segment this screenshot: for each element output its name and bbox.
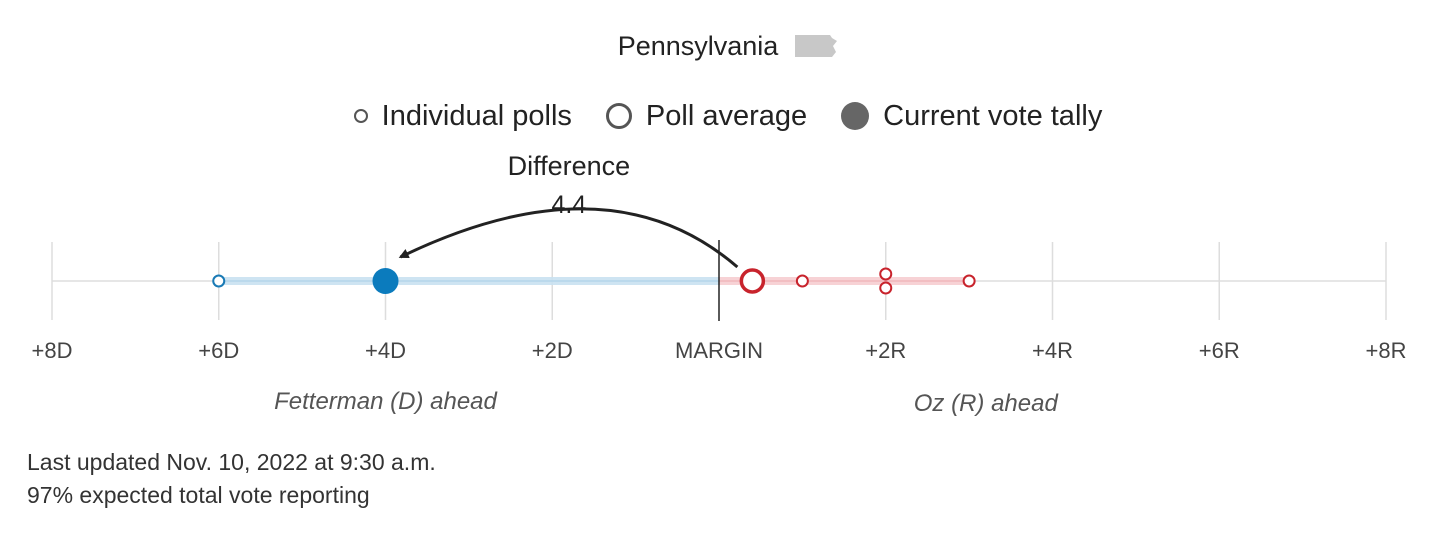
- individual-poll-point: [879, 267, 893, 281]
- margin-chart: Difference 4.4 +8D +6D +4D +2D MARGIN +2R +4R +6R…: [32, 151, 1407, 417]
- legend-label: Poll average: [645, 99, 808, 132]
- x-tick-label: +4R: [1032, 338, 1073, 363]
- individual-poll-point: [962, 274, 976, 288]
- pennsylvania-state-icon: [795, 35, 838, 57]
- legend-swatch-filled-circle-icon: [841, 102, 870, 130]
- individual-poll-point: [212, 274, 226, 288]
- difference-label: Difference: [508, 151, 631, 181]
- x-tick-label: MARGIN: [675, 338, 763, 363]
- democrat-ahead-label: Fetterman (D) ahead: [274, 388, 497, 415]
- legend-swatch-small-circle-icon: [353, 109, 368, 123]
- poll-average-point: [739, 268, 766, 294]
- footer: Last updated Nov. 10, 2022 at 9:30 a.m. …: [27, 446, 436, 512]
- x-tick-label: +2R: [865, 338, 906, 363]
- republican-ahead-label: Oz (R) ahead: [914, 390, 1059, 417]
- chart-title: Pennsylvania: [617, 30, 779, 61]
- x-tick-label: +8R: [1366, 338, 1407, 363]
- x-tick-label: +4D: [365, 338, 406, 363]
- legend-label: Current vote tally: [883, 99, 1103, 132]
- individual-poll-point: [795, 274, 809, 288]
- x-tick-label: +6R: [1199, 338, 1240, 363]
- reporting-text: 97% expected total vote reporting: [27, 482, 370, 508]
- x-tick-label: +2D: [532, 338, 573, 363]
- difference-value: 4.4: [552, 191, 587, 219]
- legend-label: Individual polls: [381, 99, 572, 132]
- legend-item-individual-polls: Individual polls: [353, 99, 572, 133]
- last-updated-text: Last updated Nov. 10, 2022 at 9:30 a.m.: [27, 449, 436, 475]
- individual-poll-point: [879, 281, 893, 295]
- current-vote-tally-point: [372, 268, 399, 294]
- legend-item-poll-average: Poll average: [605, 99, 808, 133]
- x-tick-label: +8D: [32, 338, 73, 363]
- chart-legend: Individual polls Poll average Current vo…: [0, 96, 1456, 136]
- legend-swatch-hollow-circle-icon: [605, 103, 632, 129]
- legend-item-current-vote-tally: Current vote tally: [841, 100, 1102, 133]
- chart-header: Pennsylvania: [0, 26, 1456, 66]
- x-tick-label: +6D: [198, 338, 239, 363]
- difference-arrow: [398, 207, 739, 269]
